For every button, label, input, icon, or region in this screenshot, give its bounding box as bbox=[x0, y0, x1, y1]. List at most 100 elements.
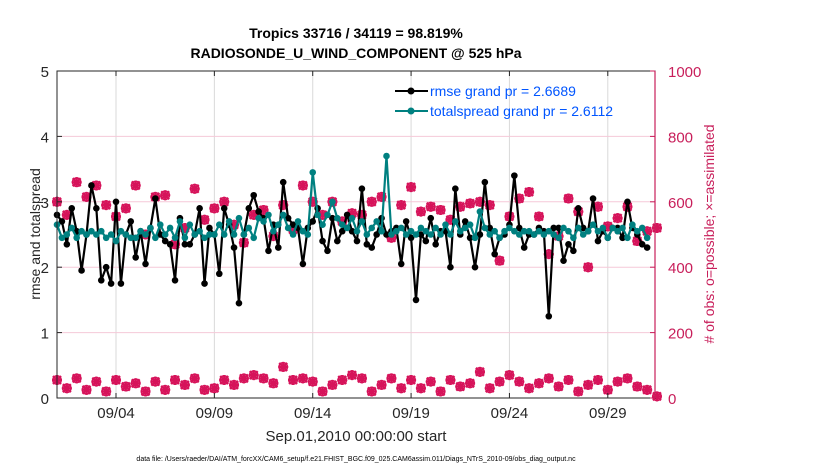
totalspread-point bbox=[220, 231, 228, 238]
totalspread-point bbox=[501, 227, 508, 235]
obs-assimilated-cross bbox=[524, 383, 535, 394]
totalspread-point bbox=[97, 227, 105, 235]
x-tick-label: 09/04 bbox=[97, 405, 135, 422]
rmse-point bbox=[329, 214, 336, 222]
totalspread-point bbox=[589, 221, 597, 228]
rmse-point bbox=[279, 178, 287, 186]
totalspread-point bbox=[412, 231, 420, 238]
obs-assimilated-cross bbox=[278, 200, 289, 211]
obs-marker bbox=[524, 186, 535, 197]
y-right-tick-label: 1000 bbox=[668, 64, 701, 81]
rmse-point bbox=[574, 205, 582, 212]
rmse-point bbox=[220, 205, 228, 212]
totalspread-point bbox=[334, 214, 341, 222]
totalspread-point bbox=[309, 169, 317, 176]
totalspread-point bbox=[161, 231, 169, 238]
totalspread-point bbox=[545, 227, 553, 235]
x-axis-label: Sep.01,2010 00:00:00 start bbox=[266, 428, 448, 445]
totalspread-point bbox=[452, 218, 459, 225]
totalspread-point bbox=[466, 221, 474, 228]
totalspread-point bbox=[166, 224, 174, 232]
obs-assimilated-cross bbox=[455, 201, 466, 212]
obs-assimilated-cross bbox=[189, 183, 200, 194]
obs-assimilated-cross bbox=[71, 177, 82, 188]
obs-assimilated-cross bbox=[347, 208, 358, 219]
obs-marker bbox=[101, 386, 112, 397]
obs-marker bbox=[632, 381, 643, 392]
obs-assimilated-cross bbox=[91, 180, 102, 191]
obs-marker bbox=[297, 180, 308, 191]
totalspread-point bbox=[456, 227, 464, 235]
rmse-point bbox=[343, 211, 351, 219]
obs-marker bbox=[583, 379, 594, 390]
obs-marker bbox=[327, 379, 338, 390]
totalspread-point bbox=[422, 227, 430, 235]
obs-assimilated-cross bbox=[278, 361, 289, 372]
obs-assimilated-cross bbox=[592, 375, 603, 386]
obs-marker bbox=[160, 190, 171, 201]
rmse-point bbox=[206, 224, 213, 232]
obs-assimilated-cross bbox=[406, 375, 417, 386]
y-tick-label: 1 bbox=[41, 326, 49, 343]
obs-assimilated-cross bbox=[179, 379, 190, 390]
totalspread-point bbox=[289, 231, 297, 238]
obs-assimilated-cross bbox=[563, 375, 574, 386]
obs-marker bbox=[553, 381, 564, 392]
obs-marker bbox=[297, 373, 308, 384]
obs-marker bbox=[494, 376, 505, 387]
totalspread-point bbox=[358, 218, 366, 225]
legend: rmse grand pr = 2.6689 totalspread grand… bbox=[395, 83, 613, 119]
rmse-point bbox=[491, 250, 498, 258]
totalspread-point bbox=[338, 221, 346, 228]
totalspread-point bbox=[471, 234, 479, 242]
obs-assimilated-cross bbox=[288, 375, 299, 386]
totalspread-point bbox=[191, 231, 198, 238]
obs-marker bbox=[288, 375, 299, 386]
obs-marker bbox=[533, 211, 544, 222]
obs-assimilated-cross bbox=[376, 379, 387, 390]
obs-assimilated-cross bbox=[573, 386, 584, 397]
legend-rmse-label: rmse grand pr = 2.6689 bbox=[430, 83, 576, 99]
obs-assimilated-cross bbox=[120, 203, 131, 214]
totalspread-point bbox=[107, 231, 115, 238]
obs-assimilated-cross bbox=[494, 376, 505, 387]
totalspread-point bbox=[388, 231, 395, 238]
rmse-point bbox=[201, 280, 208, 287]
totalspread-point bbox=[530, 231, 538, 238]
totalspread-point bbox=[329, 198, 336, 206]
obs-marker bbox=[465, 198, 476, 209]
obs-assimilated-cross bbox=[170, 239, 181, 250]
obs-assimilated-cross bbox=[484, 200, 495, 211]
obs-assimilated-cross bbox=[494, 255, 505, 266]
obs-assimilated-cross bbox=[317, 209, 328, 220]
rmse-point bbox=[289, 221, 297, 228]
rmse-point bbox=[407, 234, 415, 242]
obs-marker bbox=[71, 177, 82, 188]
rmse-point bbox=[353, 237, 361, 245]
obs-marker bbox=[91, 376, 102, 387]
totalspread-point bbox=[402, 231, 410, 238]
rmse-point bbox=[324, 247, 331, 255]
obs-assimilated-cross bbox=[199, 384, 210, 395]
obs-assimilated-cross bbox=[504, 370, 515, 381]
totalspread-point bbox=[117, 227, 125, 235]
rmse-point bbox=[417, 231, 425, 238]
y-right-tick-label: 0 bbox=[668, 391, 676, 408]
totalspread-point bbox=[378, 227, 385, 235]
obs-marker bbox=[455, 381, 466, 392]
totalspread-point bbox=[348, 214, 356, 222]
obs-assimilated-cross bbox=[425, 376, 436, 387]
obs-assimilated-cross bbox=[160, 190, 171, 201]
totalspread-point bbox=[83, 231, 90, 238]
obs-marker bbox=[347, 370, 358, 381]
obs-marker bbox=[111, 375, 122, 386]
legend-spread-label: totalspread grand pr = 2.6112 bbox=[430, 103, 613, 119]
x-tick-label: 09/09 bbox=[196, 405, 234, 422]
totalspread-point bbox=[560, 224, 567, 232]
obs-assimilated-cross bbox=[445, 375, 456, 386]
totalspread-point bbox=[442, 221, 449, 228]
obs-assimilated-cross bbox=[307, 376, 318, 387]
rmse-point bbox=[299, 260, 307, 268]
rmse-point bbox=[348, 227, 356, 235]
obs-marker bbox=[101, 200, 112, 211]
